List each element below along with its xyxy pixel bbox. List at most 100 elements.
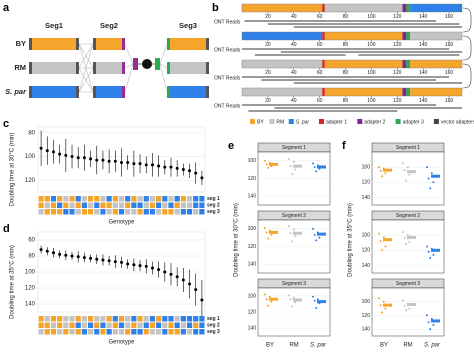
genotype-cell [94,202,100,208]
genotype-cell [69,322,75,328]
point [181,168,185,172]
genotype-cell [118,329,125,335]
point [264,159,266,162]
genotype-cell [199,322,205,328]
tick-label: 80 [343,42,349,48]
point [150,266,154,270]
genotype-cell [168,316,174,322]
genotype-cell [44,316,50,322]
cap [122,62,125,74]
tick-label: 60 [317,14,323,20]
point [175,166,179,170]
read [384,82,462,84]
point [82,256,86,260]
point [406,234,409,237]
genotype-cell [162,329,168,335]
genotype-cell [174,209,180,215]
genotype-cell [44,209,50,215]
point [58,252,62,256]
genotype-cell [186,316,193,322]
read [242,76,333,78]
genotype-cell [112,209,118,215]
genotype-cell [193,196,199,202]
point [294,301,297,304]
segment-block [32,62,76,74]
read [293,82,460,84]
track-block [402,60,407,68]
genotype-cell [143,196,149,202]
genotype-cell [57,209,63,215]
point [138,162,142,166]
genotype-cell [44,322,50,328]
y-tick-label: 140 [362,195,371,201]
genotype-cell [143,322,149,328]
legend-label: BY [257,119,264,125]
segment-block [96,62,122,74]
point [70,254,74,258]
point [427,250,430,253]
adapter [155,58,160,70]
genotype-cell [63,196,69,202]
genotype-cell [143,209,149,215]
point [315,170,318,173]
point [315,239,318,242]
genotype-cell [100,329,106,335]
genotype-cell [149,316,156,322]
point [426,245,428,248]
point [312,162,314,165]
x-tick-label: S. par [424,343,441,349]
tick-label: 40 [291,42,297,48]
genotype-cell [69,329,75,335]
genotype-cell [75,322,81,328]
genotype-cell [186,202,193,208]
tick-label: 160 [445,42,454,48]
genotype-cell [180,202,186,208]
point [316,298,319,301]
track-block [406,60,411,68]
tick-label: 40 [291,70,297,76]
mean-bar [431,319,440,323]
tick-label: 60 [317,42,323,48]
y-tick-label: 100 [362,164,371,170]
genotype-cell [112,316,118,322]
mean-bar [431,174,440,178]
mean-bar [383,168,392,172]
genotype-row-label: seg 2 [207,323,220,329]
y-tick-label: 100 [248,226,257,232]
point [289,298,292,301]
genotype-cell [199,196,205,202]
point [45,149,49,153]
genotype-cell [81,316,87,322]
vector [142,59,152,69]
genotype-cell [69,209,75,215]
mean-bar [269,230,278,234]
genotype-cell [125,322,131,328]
point [313,299,316,302]
genotype-cell [199,329,205,335]
segment-block [32,38,76,50]
genotype-cell [63,316,69,322]
point [101,258,105,262]
point [268,295,271,298]
genotype-cell [94,329,100,335]
genotype-cell [112,329,118,335]
tick-label: 120 [393,70,402,76]
mean-bar [431,248,440,252]
point [70,155,74,159]
genotype-cell [131,202,137,208]
read [332,48,450,50]
genotype-cell [112,322,118,328]
tick-label: 120 [393,42,402,48]
genotype-cell [38,202,44,208]
connector [159,63,168,69]
genotype-cell [143,316,149,322]
genotype-cell [156,202,162,208]
point [427,177,430,180]
tick-label: 100 [367,70,376,76]
panel-letter: a [3,2,10,14]
track-block [242,88,323,96]
point [200,298,204,302]
genotype-cell [44,202,50,208]
read [254,54,346,56]
point [291,240,294,243]
